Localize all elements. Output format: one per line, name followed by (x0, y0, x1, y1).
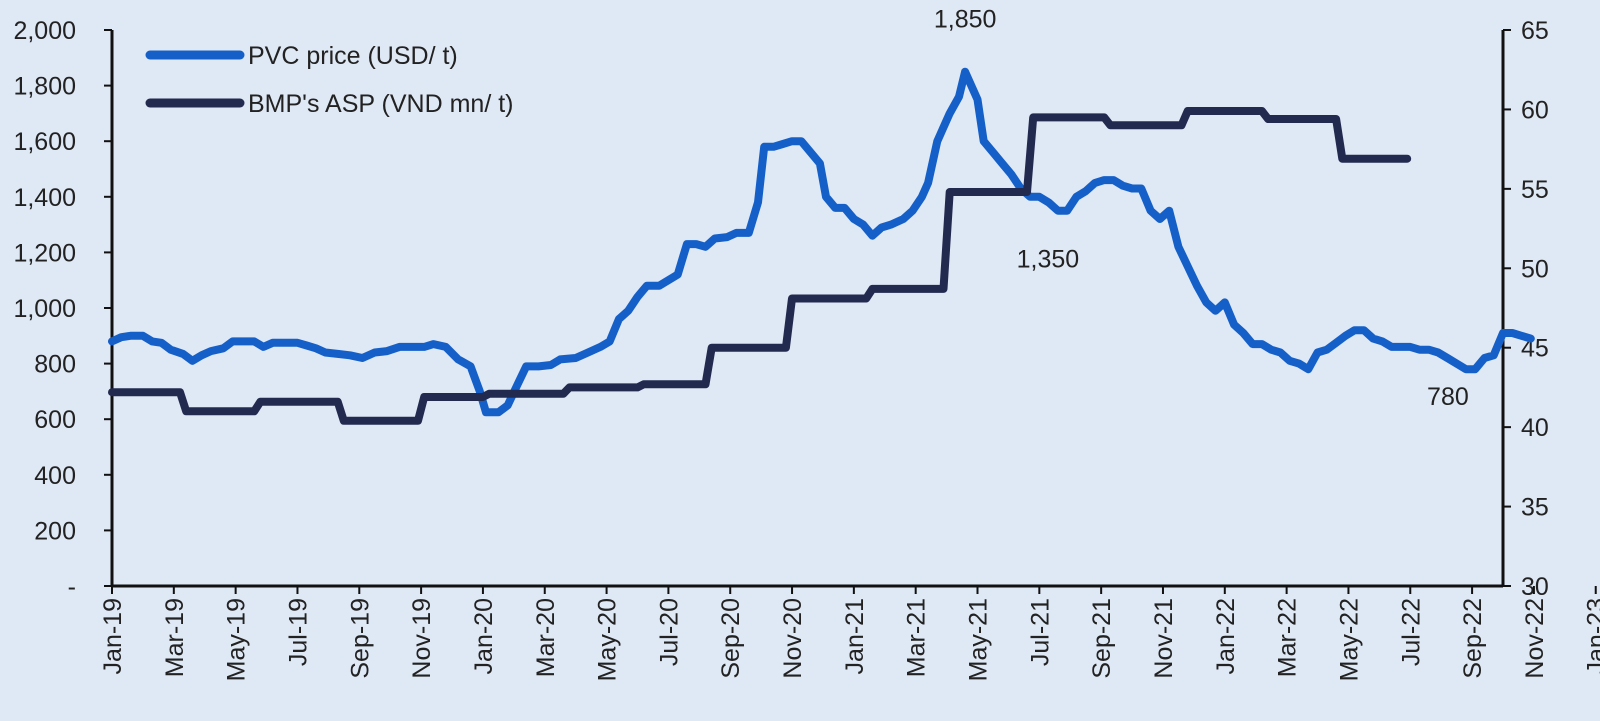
x-tick-label: May-21 (965, 598, 993, 681)
data-label-1350: 1,350 (1017, 246, 1080, 274)
y-right-tick-label: 65 (1521, 17, 1549, 45)
y-left-tick-label: 800 (34, 351, 76, 379)
x-tick-label: Nov-22 (1521, 598, 1549, 679)
y-right-tick-label: 50 (1521, 255, 1549, 283)
series-layer (108, 67, 1535, 425)
x-tick-label: Sep-19 (346, 598, 374, 679)
y-left-tick-label: 1,600 (13, 128, 76, 156)
x-tick-label: Jan-20 (470, 598, 498, 674)
x-tick-label: May-22 (1335, 598, 1363, 681)
y-left-tick-label: 1,200 (13, 239, 76, 267)
y-right-tick-label: 55 (1521, 176, 1549, 204)
x-tick-label: Jul-21 (1026, 598, 1054, 666)
y-left-tick-label: 2,000 (13, 17, 76, 45)
y-left-tick-label: 600 (34, 406, 76, 434)
x-tick-label: Mar-22 (1274, 598, 1302, 677)
y-left-tick-label: 400 (34, 462, 76, 490)
x-tick-label: Jan-23 (1583, 598, 1600, 674)
x-tick-label: May-20 (594, 598, 622, 681)
legend-label-bmp-asp: BMP's ASP (VND mn/ t) (248, 90, 513, 118)
annotations: 1,850 1,350 780 (934, 6, 1469, 411)
y-right-tick-label: 60 (1521, 96, 1549, 124)
series-line-bmp-asp (108, 107, 1412, 425)
x-tick-label: Sep-20 (717, 598, 745, 679)
x-tick-label: Mar-19 (161, 598, 189, 677)
data-label-780: 780 (1427, 383, 1469, 411)
x-tick-label: Mar-20 (532, 598, 560, 677)
legend-label-pvc-price: PVC price (USD/ t) (248, 42, 458, 70)
x-tick-label: Nov-19 (408, 598, 436, 679)
x-tick-label: Jan-19 (99, 598, 127, 674)
x-tick-label: Jan-22 (1212, 598, 1240, 674)
y-left-tick-label: 1,800 (13, 73, 76, 101)
y-left-tick-label: 1,400 (13, 184, 76, 212)
legend: PVC price (USD/ t) BMP's ASP (VND mn/ t) (145, 42, 513, 118)
x-tick-label: Sep-21 (1088, 598, 1116, 679)
x-tick-label: Mar-21 (903, 598, 931, 677)
axes: - 200 400 600 800 1,000 1,200 1,400 1,600 1,800 2,… (13, 17, 1600, 681)
x-tick-label: Jul-19 (284, 598, 312, 666)
x-tick-label: Nov-21 (1150, 598, 1178, 679)
y-left-tick-label: - (68, 573, 76, 601)
x-tick-label: Jan-21 (841, 598, 869, 674)
x-tick-label: May-19 (223, 598, 251, 681)
x-tick-label: Nov-20 (779, 598, 807, 679)
y-right-tick-label: 35 (1521, 494, 1549, 522)
x-tick-label: Jul-20 (655, 598, 683, 666)
y-left-tick-label: 200 (34, 517, 76, 545)
y-left-tick-label: 1,000 (13, 295, 76, 323)
series-line-pvc-price (108, 67, 1535, 417)
x-tick-label: Jul-22 (1397, 598, 1425, 666)
x-tick-label: Sep-22 (1459, 598, 1487, 679)
data-label-1850: 1,850 (934, 6, 997, 34)
y-right-tick-label: 40 (1521, 414, 1549, 442)
